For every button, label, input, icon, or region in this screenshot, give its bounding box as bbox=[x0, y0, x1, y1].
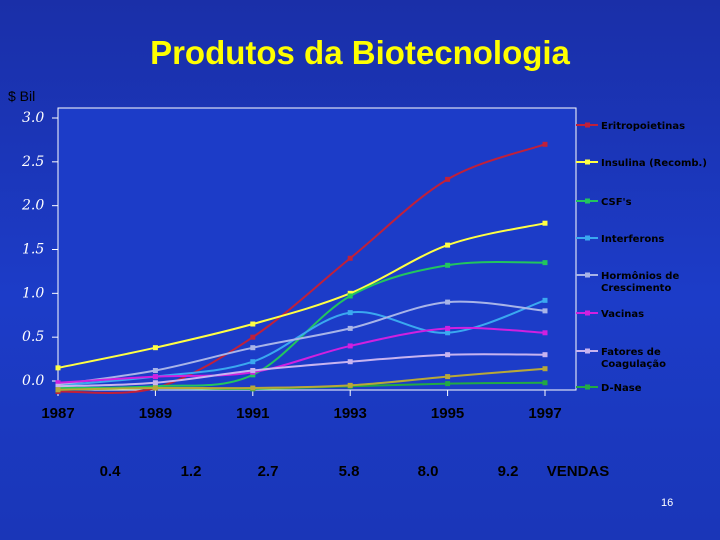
legend-label-insulina-recomb: Insulina (Recomb.) bbox=[601, 158, 707, 169]
legend-marker-horm-nios-de-crescimento bbox=[585, 272, 590, 278]
data-point-horm-nios-de-crescimento bbox=[347, 325, 353, 331]
data-point-csf-s bbox=[445, 262, 451, 268]
sales-value: 9.2 bbox=[498, 463, 519, 480]
data-point-eritropoietinas bbox=[445, 176, 451, 182]
data-point-d-nase bbox=[542, 380, 548, 386]
legend-marker-csf-s bbox=[585, 198, 590, 204]
data-point-csf-s bbox=[347, 293, 353, 299]
legend-marker-vacinas bbox=[585, 310, 590, 316]
legend-label-d-nase: D-Nase bbox=[601, 383, 642, 394]
data-point-horm-nios-de-crescimento bbox=[250, 345, 256, 351]
data-point-insulina-recomb bbox=[445, 242, 451, 248]
data-point-insulina-recomb bbox=[347, 290, 353, 296]
data-point-unnamed bbox=[55, 387, 61, 393]
data-point-eritropoietinas bbox=[542, 141, 548, 147]
data-point-fatores-de-coagula-o bbox=[445, 352, 451, 358]
legend-marker-eritropoietinas bbox=[585, 122, 590, 128]
data-point-fatores-de-coagula-o bbox=[347, 359, 353, 365]
series-line-unnamed bbox=[57, 367, 546, 391]
data-point-csf-s bbox=[250, 372, 256, 378]
data-point-unnamed bbox=[445, 374, 451, 380]
data-point-vacinas bbox=[445, 325, 451, 331]
data-point-interferons bbox=[542, 297, 548, 303]
data-point-vacinas bbox=[152, 374, 158, 380]
series-line-insulina-recomb bbox=[57, 222, 546, 369]
legend-label-horm-nios-de-crescimento: Hormônios de Crescimento bbox=[601, 270, 679, 294]
sales-value: 8.0 bbox=[418, 463, 439, 480]
x-tick-label: 1997 bbox=[528, 405, 561, 422]
x-tick-label: 1993 bbox=[334, 405, 367, 422]
y-tick-label: 2.5 bbox=[21, 154, 44, 170]
y-tick-label: 0.0 bbox=[22, 373, 44, 389]
data-point-horm-nios-de-crescimento bbox=[542, 308, 548, 314]
legend-label-interferons: Interferons bbox=[601, 234, 664, 245]
legend-label-csf-s: CSF's bbox=[601, 197, 632, 208]
legend-label-fatores-de-coagula-o: Fatores de Coagulação bbox=[601, 347, 666, 370]
plot-area bbox=[57, 107, 577, 391]
y-unit-label: $ Bil bbox=[8, 88, 35, 104]
page-number: 16 bbox=[661, 497, 673, 509]
series-lines bbox=[55, 141, 548, 395]
data-point-csf-s bbox=[542, 260, 548, 266]
x-tick-label: 1989 bbox=[139, 405, 172, 422]
legend-marker-interferons bbox=[585, 235, 590, 241]
data-point-eritropoietinas bbox=[347, 255, 353, 261]
sales-value: 5.8 bbox=[339, 463, 360, 480]
x-axis: 1987 1989 1991 1993 1995 1997 bbox=[41, 390, 562, 422]
y-tick-label: 1.0 bbox=[22, 285, 44, 301]
legend-marker-fatores-de-coagula-o bbox=[585, 348, 590, 354]
data-point-insulina-recomb bbox=[152, 345, 158, 351]
data-point-interferons bbox=[445, 330, 451, 336]
sales-value: 0.4 bbox=[100, 463, 122, 480]
legend-marker-insulina-recomb bbox=[585, 159, 590, 165]
series-line-horm-nios-de-crescimento bbox=[57, 300, 546, 386]
data-point-unnamed bbox=[347, 382, 353, 388]
sales-row: 0.4 1.2 2.7 5.8 8.0 9.2 VENDAS bbox=[100, 463, 610, 480]
y-tick-label: 2.0 bbox=[21, 198, 44, 214]
x-tick-label: 1987 bbox=[41, 405, 74, 422]
sales-value: 2.7 bbox=[258, 463, 279, 480]
data-point-insulina-recomb bbox=[55, 365, 61, 371]
series-line-csf-s bbox=[57, 261, 546, 390]
data-point-vacinas bbox=[55, 380, 61, 386]
data-point-fatores-de-coagula-o bbox=[250, 367, 256, 373]
data-point-vacinas bbox=[347, 343, 353, 349]
y-tick-label: 0.5 bbox=[22, 329, 44, 345]
y-tick-label: 3.0 bbox=[22, 110, 44, 126]
data-point-unnamed bbox=[152, 385, 158, 391]
data-point-eritropoietinas bbox=[250, 334, 256, 340]
series-line-vacinas bbox=[57, 326, 546, 384]
legend-marker-d-nase bbox=[585, 384, 590, 390]
data-point-fatores-de-coagula-o bbox=[55, 383, 61, 389]
y-tick-label: 1.5 bbox=[22, 242, 44, 258]
x-tick-label: 1995 bbox=[431, 405, 464, 422]
x-tick-label: 1991 bbox=[236, 405, 269, 422]
data-point-d-nase bbox=[445, 381, 451, 387]
data-point-vacinas bbox=[542, 330, 548, 336]
data-point-horm-nios-de-crescimento bbox=[152, 367, 158, 373]
data-point-interferons bbox=[347, 310, 353, 316]
legend-label-eritropoietinas: Eritropoietinas bbox=[601, 121, 685, 132]
data-point-interferons bbox=[250, 359, 256, 365]
y-axis: 3.0 2.5 2.0 1.5 1.0 0.5 0.0 bbox=[21, 110, 58, 389]
data-point-horm-nios-de-crescimento bbox=[445, 299, 451, 305]
sales-value: 1.2 bbox=[181, 463, 202, 480]
data-point-insulina-recomb bbox=[542, 220, 548, 226]
data-point-insulina-recomb bbox=[250, 321, 256, 327]
legend: Eritropoietinas Insulina (Recomb.) CSF's In… bbox=[576, 121, 707, 394]
sales-title: VENDAS bbox=[547, 463, 610, 480]
legend-label-vacinas: Vacinas bbox=[601, 309, 644, 320]
slide-title: Produtos da Biotecnologia bbox=[150, 34, 570, 71]
series-line-fatores-de-coagula-o bbox=[57, 353, 546, 388]
data-point-fatores-de-coagula-o bbox=[542, 352, 548, 358]
data-point-unnamed bbox=[250, 385, 256, 391]
data-point-fatores-de-coagula-o bbox=[152, 380, 158, 386]
data-point-unnamed bbox=[542, 366, 548, 372]
